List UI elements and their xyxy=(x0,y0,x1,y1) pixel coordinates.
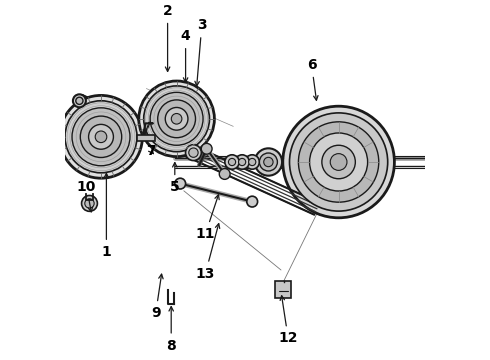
Circle shape xyxy=(89,124,113,149)
Circle shape xyxy=(65,101,137,173)
Circle shape xyxy=(150,92,203,145)
Circle shape xyxy=(165,107,188,130)
Circle shape xyxy=(445,151,466,173)
Text: 9: 9 xyxy=(151,274,163,320)
Circle shape xyxy=(330,154,347,170)
Circle shape xyxy=(228,158,236,166)
Circle shape xyxy=(298,122,379,202)
Text: 1: 1 xyxy=(101,174,111,259)
Text: 7: 7 xyxy=(147,144,156,158)
Circle shape xyxy=(73,94,86,107)
Circle shape xyxy=(220,168,230,179)
Circle shape xyxy=(283,106,394,218)
Circle shape xyxy=(449,156,462,168)
Circle shape xyxy=(158,100,196,138)
Circle shape xyxy=(189,148,198,157)
Circle shape xyxy=(139,81,215,157)
Circle shape xyxy=(259,153,277,171)
Text: 3: 3 xyxy=(195,18,207,86)
Circle shape xyxy=(175,178,186,189)
FancyBboxPatch shape xyxy=(137,135,155,141)
Circle shape xyxy=(72,108,130,166)
Circle shape xyxy=(80,116,122,158)
Circle shape xyxy=(186,145,201,161)
Circle shape xyxy=(255,148,282,176)
Circle shape xyxy=(322,145,355,179)
Circle shape xyxy=(76,97,83,104)
Text: 12: 12 xyxy=(278,296,298,345)
Circle shape xyxy=(144,86,210,152)
Circle shape xyxy=(248,158,256,166)
Text: 13: 13 xyxy=(196,224,220,280)
Circle shape xyxy=(290,113,388,211)
Text: 2: 2 xyxy=(163,4,172,71)
Circle shape xyxy=(235,155,249,169)
Text: 10: 10 xyxy=(77,180,97,212)
Text: 6: 6 xyxy=(307,58,318,100)
Circle shape xyxy=(85,199,94,208)
Text: 8: 8 xyxy=(166,307,176,352)
Circle shape xyxy=(201,143,212,154)
Circle shape xyxy=(172,113,182,124)
Circle shape xyxy=(225,155,239,169)
Circle shape xyxy=(95,131,107,143)
Text: 4: 4 xyxy=(181,29,191,82)
Text: 11: 11 xyxy=(196,195,219,241)
FancyBboxPatch shape xyxy=(275,281,291,298)
Circle shape xyxy=(264,157,273,167)
Circle shape xyxy=(239,158,245,166)
Text: 5: 5 xyxy=(170,163,180,194)
Circle shape xyxy=(245,155,259,169)
Circle shape xyxy=(81,195,98,211)
Circle shape xyxy=(247,196,258,207)
Circle shape xyxy=(60,95,143,178)
Circle shape xyxy=(310,133,368,191)
